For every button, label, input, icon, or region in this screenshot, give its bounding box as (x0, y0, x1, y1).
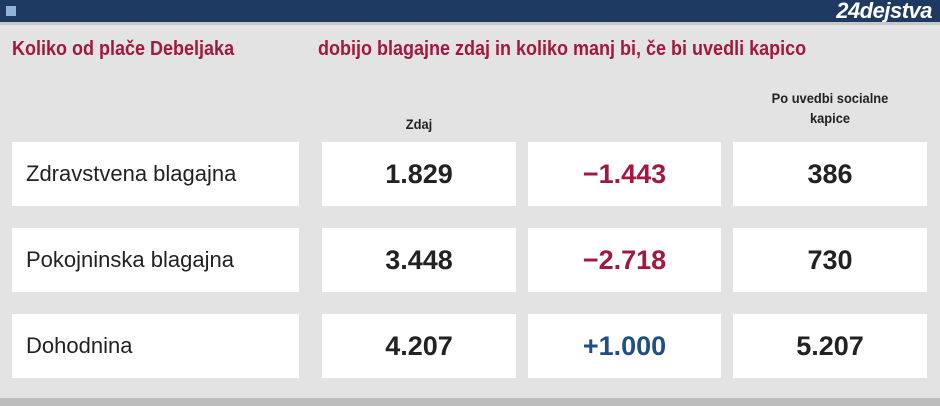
title-left: Koliko od plače Debeljaka (12, 38, 235, 60)
title-right: dobijo blagajne zdaj in koliko manj bi, … (318, 38, 807, 60)
cell-change: −1.443 (528, 142, 721, 206)
cell-after: 386 (733, 142, 927, 206)
row-label: Pokojninska blagajna (12, 228, 299, 292)
row-label: Dohodnina (12, 314, 299, 378)
row-label: Zdravstvena blagajna (12, 142, 299, 206)
cell-after: 5.207 (733, 314, 927, 378)
cell-change: −2.718 (528, 228, 721, 292)
footer-bar (0, 398, 940, 406)
divider (0, 22, 940, 25)
header-icon (6, 6, 16, 16)
cell-now: 4.207 (322, 314, 516, 378)
cell-now: 1.829 (322, 142, 516, 206)
column-header: Po uvedbi socialne kapice (771, 90, 889, 126)
cell-now: 3.448 (322, 228, 516, 292)
cell-after: 730 (733, 228, 927, 292)
cell-change: +1.000 (528, 314, 721, 378)
header-bar (0, 0, 940, 22)
logo: 24dejstva (836, 0, 932, 23)
column-header: Zdaj (405, 116, 433, 132)
